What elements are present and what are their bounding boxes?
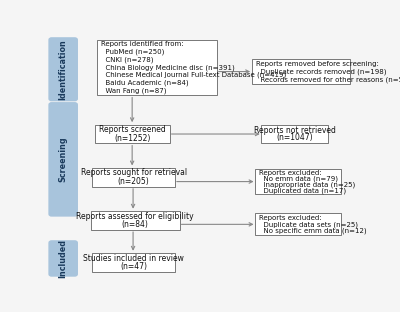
Text: Included: Included bbox=[59, 239, 68, 278]
Text: Reports screened: Reports screened bbox=[99, 125, 166, 134]
FancyBboxPatch shape bbox=[92, 253, 175, 272]
FancyBboxPatch shape bbox=[262, 125, 328, 143]
Text: (n=205): (n=205) bbox=[118, 177, 150, 186]
Text: Duplicated data (n=17): Duplicated data (n=17) bbox=[259, 187, 346, 194]
Text: Reports excluded:: Reports excluded: bbox=[259, 215, 322, 221]
Text: Duplicate records removed (n=198): Duplicate records removed (n=198) bbox=[256, 68, 387, 75]
Text: Records removed for other reasons (n=59): Records removed for other reasons (n=59) bbox=[256, 76, 400, 83]
FancyBboxPatch shape bbox=[95, 125, 170, 144]
FancyBboxPatch shape bbox=[49, 103, 77, 216]
Text: (n=1047): (n=1047) bbox=[276, 134, 313, 142]
Text: CNKI (n=278): CNKI (n=278) bbox=[101, 56, 154, 63]
Text: Identification: Identification bbox=[59, 39, 68, 100]
Text: Reports identified from:: Reports identified from: bbox=[101, 41, 184, 47]
Text: Screening: Screening bbox=[59, 137, 68, 182]
Text: Reports removed before screening:: Reports removed before screening: bbox=[256, 61, 379, 66]
Text: Reports excluded:: Reports excluded: bbox=[259, 170, 322, 176]
FancyBboxPatch shape bbox=[92, 168, 175, 187]
FancyBboxPatch shape bbox=[97, 40, 217, 95]
Text: No emm data (n=79): No emm data (n=79) bbox=[259, 175, 338, 182]
Text: Reports assessed for eligibility: Reports assessed for eligibility bbox=[76, 212, 194, 221]
Text: (n=84): (n=84) bbox=[122, 220, 149, 229]
Text: No specific emm data (n=12): No specific emm data (n=12) bbox=[259, 228, 367, 234]
Text: Wan Fang (n=87): Wan Fang (n=87) bbox=[101, 87, 167, 94]
FancyBboxPatch shape bbox=[255, 169, 341, 194]
Text: China Biology Medicine disc (n=391): China Biology Medicine disc (n=391) bbox=[101, 64, 235, 71]
Text: Reports not retrieved: Reports not retrieved bbox=[254, 126, 336, 134]
Text: (n=47): (n=47) bbox=[120, 262, 147, 271]
Text: Duplicate data sets (n=25): Duplicate data sets (n=25) bbox=[259, 221, 358, 227]
Text: PubMed (n=250): PubMed (n=250) bbox=[101, 49, 164, 55]
Text: Inappropriate data (n=25): Inappropriate data (n=25) bbox=[259, 181, 356, 188]
Text: (n=1252): (n=1252) bbox=[114, 134, 150, 143]
FancyBboxPatch shape bbox=[49, 241, 77, 276]
Text: Reports sought for retrieval: Reports sought for retrieval bbox=[81, 168, 187, 178]
Text: Baidu Academic (n=84): Baidu Academic (n=84) bbox=[101, 80, 189, 86]
Text: Studies included in review: Studies included in review bbox=[83, 254, 184, 263]
FancyBboxPatch shape bbox=[255, 213, 341, 235]
FancyBboxPatch shape bbox=[91, 211, 180, 230]
FancyBboxPatch shape bbox=[49, 38, 77, 101]
FancyBboxPatch shape bbox=[252, 59, 350, 84]
Text: Chinese Medical Journal Full-text Database (n=419): Chinese Medical Journal Full-text Databa… bbox=[101, 72, 286, 78]
